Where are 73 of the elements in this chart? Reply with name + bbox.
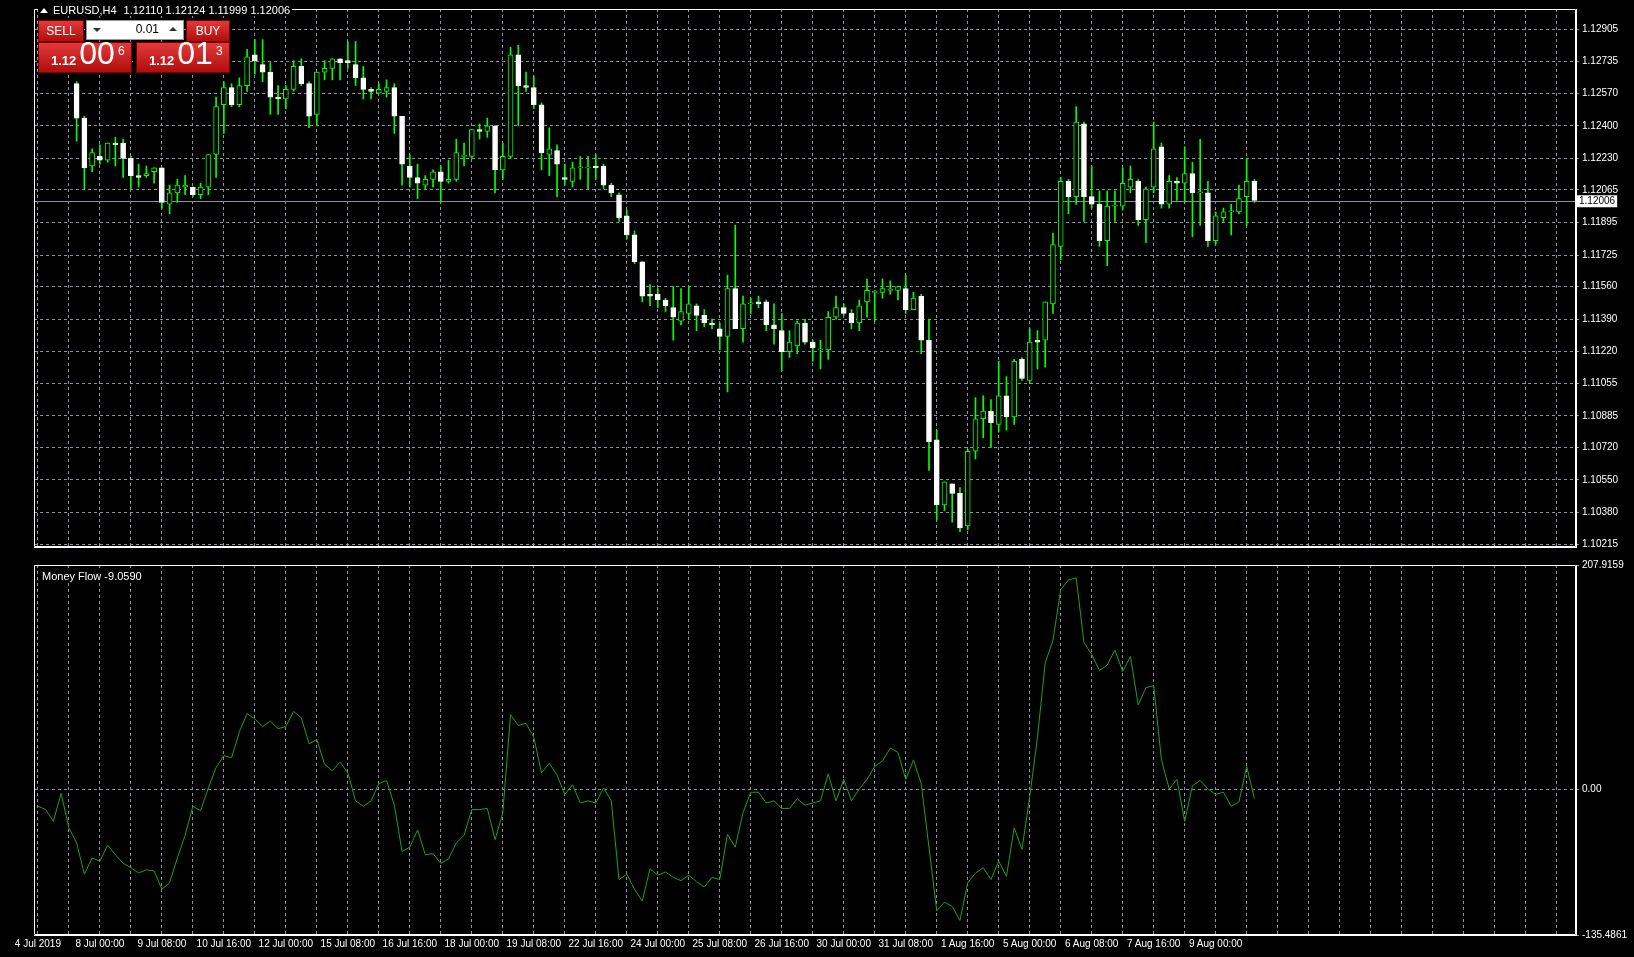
candlestick: [670, 286, 677, 341]
y-tick-label: 1.10380: [1582, 506, 1619, 518]
annotation: 0.01: [134, 22, 159, 36]
candlestick: [1243, 158, 1250, 226]
x-tick-label: 9 Jul 08:00: [137, 937, 187, 949]
annotation: 3: [215, 44, 223, 58]
y-tick-label: 1.10215: [1582, 537, 1619, 549]
candlestick: [585, 156, 591, 190]
candlestick: [747, 297, 754, 314]
candlestick: [988, 399, 994, 448]
button: SELL: [38, 20, 84, 42]
x-tick-label: 30 Jul 00:00: [816, 937, 872, 949]
y-tick-label: 1.10550: [1582, 473, 1619, 485]
x-tick-label: 18 Jul 00:00: [444, 937, 500, 949]
candlestick: [546, 127, 553, 176]
candlestick: [1088, 165, 1095, 209]
button: BUY: [186, 20, 230, 42]
x-tick-label: 19 Jul 08:00: [506, 937, 562, 949]
spinner-field: 0.01: [86, 20, 184, 40]
y-tick-label: 1.12735: [1582, 55, 1619, 67]
x-tick-label: 7 Aug 16:00: [1127, 937, 1181, 949]
candlestick: [368, 87, 374, 100]
x-tick-label: 5 Aug 00:00: [1003, 937, 1057, 949]
y-tick-label: 1.10885: [1582, 409, 1619, 421]
y-tick-label: 1.12400: [1582, 119, 1619, 131]
candlestick: [1112, 190, 1118, 222]
x-tick-label: 6 Aug 08:00: [1065, 937, 1119, 949]
x-tick-label: 25 Jul 08:00: [692, 937, 748, 949]
y-tick-label: 0.00: [1582, 782, 1602, 794]
ref-line-label: 1.12006: [1579, 194, 1616, 206]
x-tick-label: 8 Jul 00:00: [75, 937, 125, 949]
chart-title: EURUSD,H4: [53, 4, 117, 16]
chart-subtitle: 1.12110 1.12124 1.11999 1.12006: [123, 4, 291, 16]
x-tick-label: 15 Jul 08:00: [320, 937, 376, 949]
x-tick-label: 31 Jul 08:00: [878, 937, 934, 949]
y-tick-label: 1.11725: [1582, 248, 1618, 260]
candlestick: [561, 163, 568, 186]
x-tick-label: 1 Aug 16:00: [941, 937, 995, 949]
y-tick-label: 1.12905: [1582, 22, 1619, 34]
y-tick-label: 1.11390: [1582, 312, 1618, 324]
candlestick: [252, 39, 258, 75]
annotation: 6: [117, 44, 125, 58]
y-tick-label: 1.11895: [1582, 216, 1618, 228]
x-tick-label: 12 Jul 00:00: [258, 937, 314, 949]
y-tick-label: 1.12230: [1582, 152, 1619, 164]
x-tick-label: 24 Jul 00:00: [630, 937, 686, 949]
y-tick-label: 1.12065: [1582, 183, 1619, 195]
x-tick-label: 4 Jul 2019: [14, 937, 62, 949]
candlestick: [1181, 146, 1188, 203]
candlestick: [577, 156, 584, 180]
y-tick-label: -135.4861: [1582, 928, 1628, 940]
x-tick-label: 26 Jul 16:00: [754, 937, 810, 949]
y-tick-label: 207.9159: [1582, 558, 1625, 570]
candlestick: [1197, 138, 1204, 226]
candlestick: [1174, 177, 1180, 201]
x-tick-label: 9 Aug 00:00: [1188, 937, 1243, 949]
candlestick: [337, 58, 343, 81]
candlestick: [344, 41, 351, 69]
y-tick-label: 1.11055: [1582, 377, 1618, 389]
candlestick: [647, 284, 653, 307]
x-tick-label: 10 Jul 16:00: [196, 937, 252, 949]
chart-title: Money Flow -9.0590: [42, 570, 142, 582]
y-tick-label: 1.11560: [1582, 280, 1618, 292]
y-tick-label: 1.11220: [1582, 345, 1618, 357]
x-tick-label: 22 Jul 16:00: [568, 937, 624, 949]
candlestick: [1228, 203, 1235, 236]
annotation: 1.12: [149, 53, 175, 68]
candlestick: [523, 71, 529, 92]
y-tick-label: 1.12570: [1582, 86, 1619, 98]
candlestick: [980, 395, 987, 439]
x-tick-label: 16 Jul 16:00: [382, 937, 438, 949]
y-tick-label: 1.10720: [1582, 441, 1619, 453]
annotation: 1.12: [51, 53, 77, 68]
